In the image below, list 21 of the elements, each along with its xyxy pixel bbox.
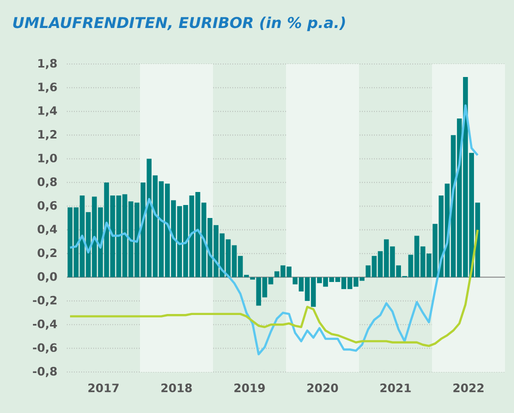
y-tick-label: 0,8 — [38, 177, 57, 188]
y-tick-label: 0,0 — [38, 272, 57, 282]
y-tick-label: -0,8 — [32, 366, 57, 378]
y-tick-label: 1,6 — [38, 82, 57, 93]
y-tick-label: -0,4 — [32, 320, 57, 330]
x-tick-label: 2020 — [307, 384, 338, 392]
x-tick-label: 2019 — [234, 384, 265, 392]
y-tick-label: 1,2 — [38, 130, 56, 140]
chart-title: UMLAUFRENDITEN, EURIBOR (in % p.a.) — [13, 16, 345, 32]
y-tick-label: -0,6 — [32, 343, 57, 354]
x-tick-label: 2017 — [88, 384, 119, 392]
y-tick-label: 0,2 — [38, 248, 56, 259]
x-tick-label: 2021 — [380, 384, 411, 392]
y-tick-label: 1,4 — [38, 106, 57, 116]
y-tick-label: -0,2 — [32, 296, 56, 306]
y-tick-label: 1,0 — [38, 154, 57, 164]
y-tick-label: 0,4 — [38, 224, 57, 235]
x-tick-label: 2022 — [453, 384, 484, 392]
y-tick-label: 1,8 — [38, 58, 57, 70]
y-tick-label: 0,6 — [38, 201, 57, 212]
x-tick-label: 2018 — [161, 384, 192, 392]
